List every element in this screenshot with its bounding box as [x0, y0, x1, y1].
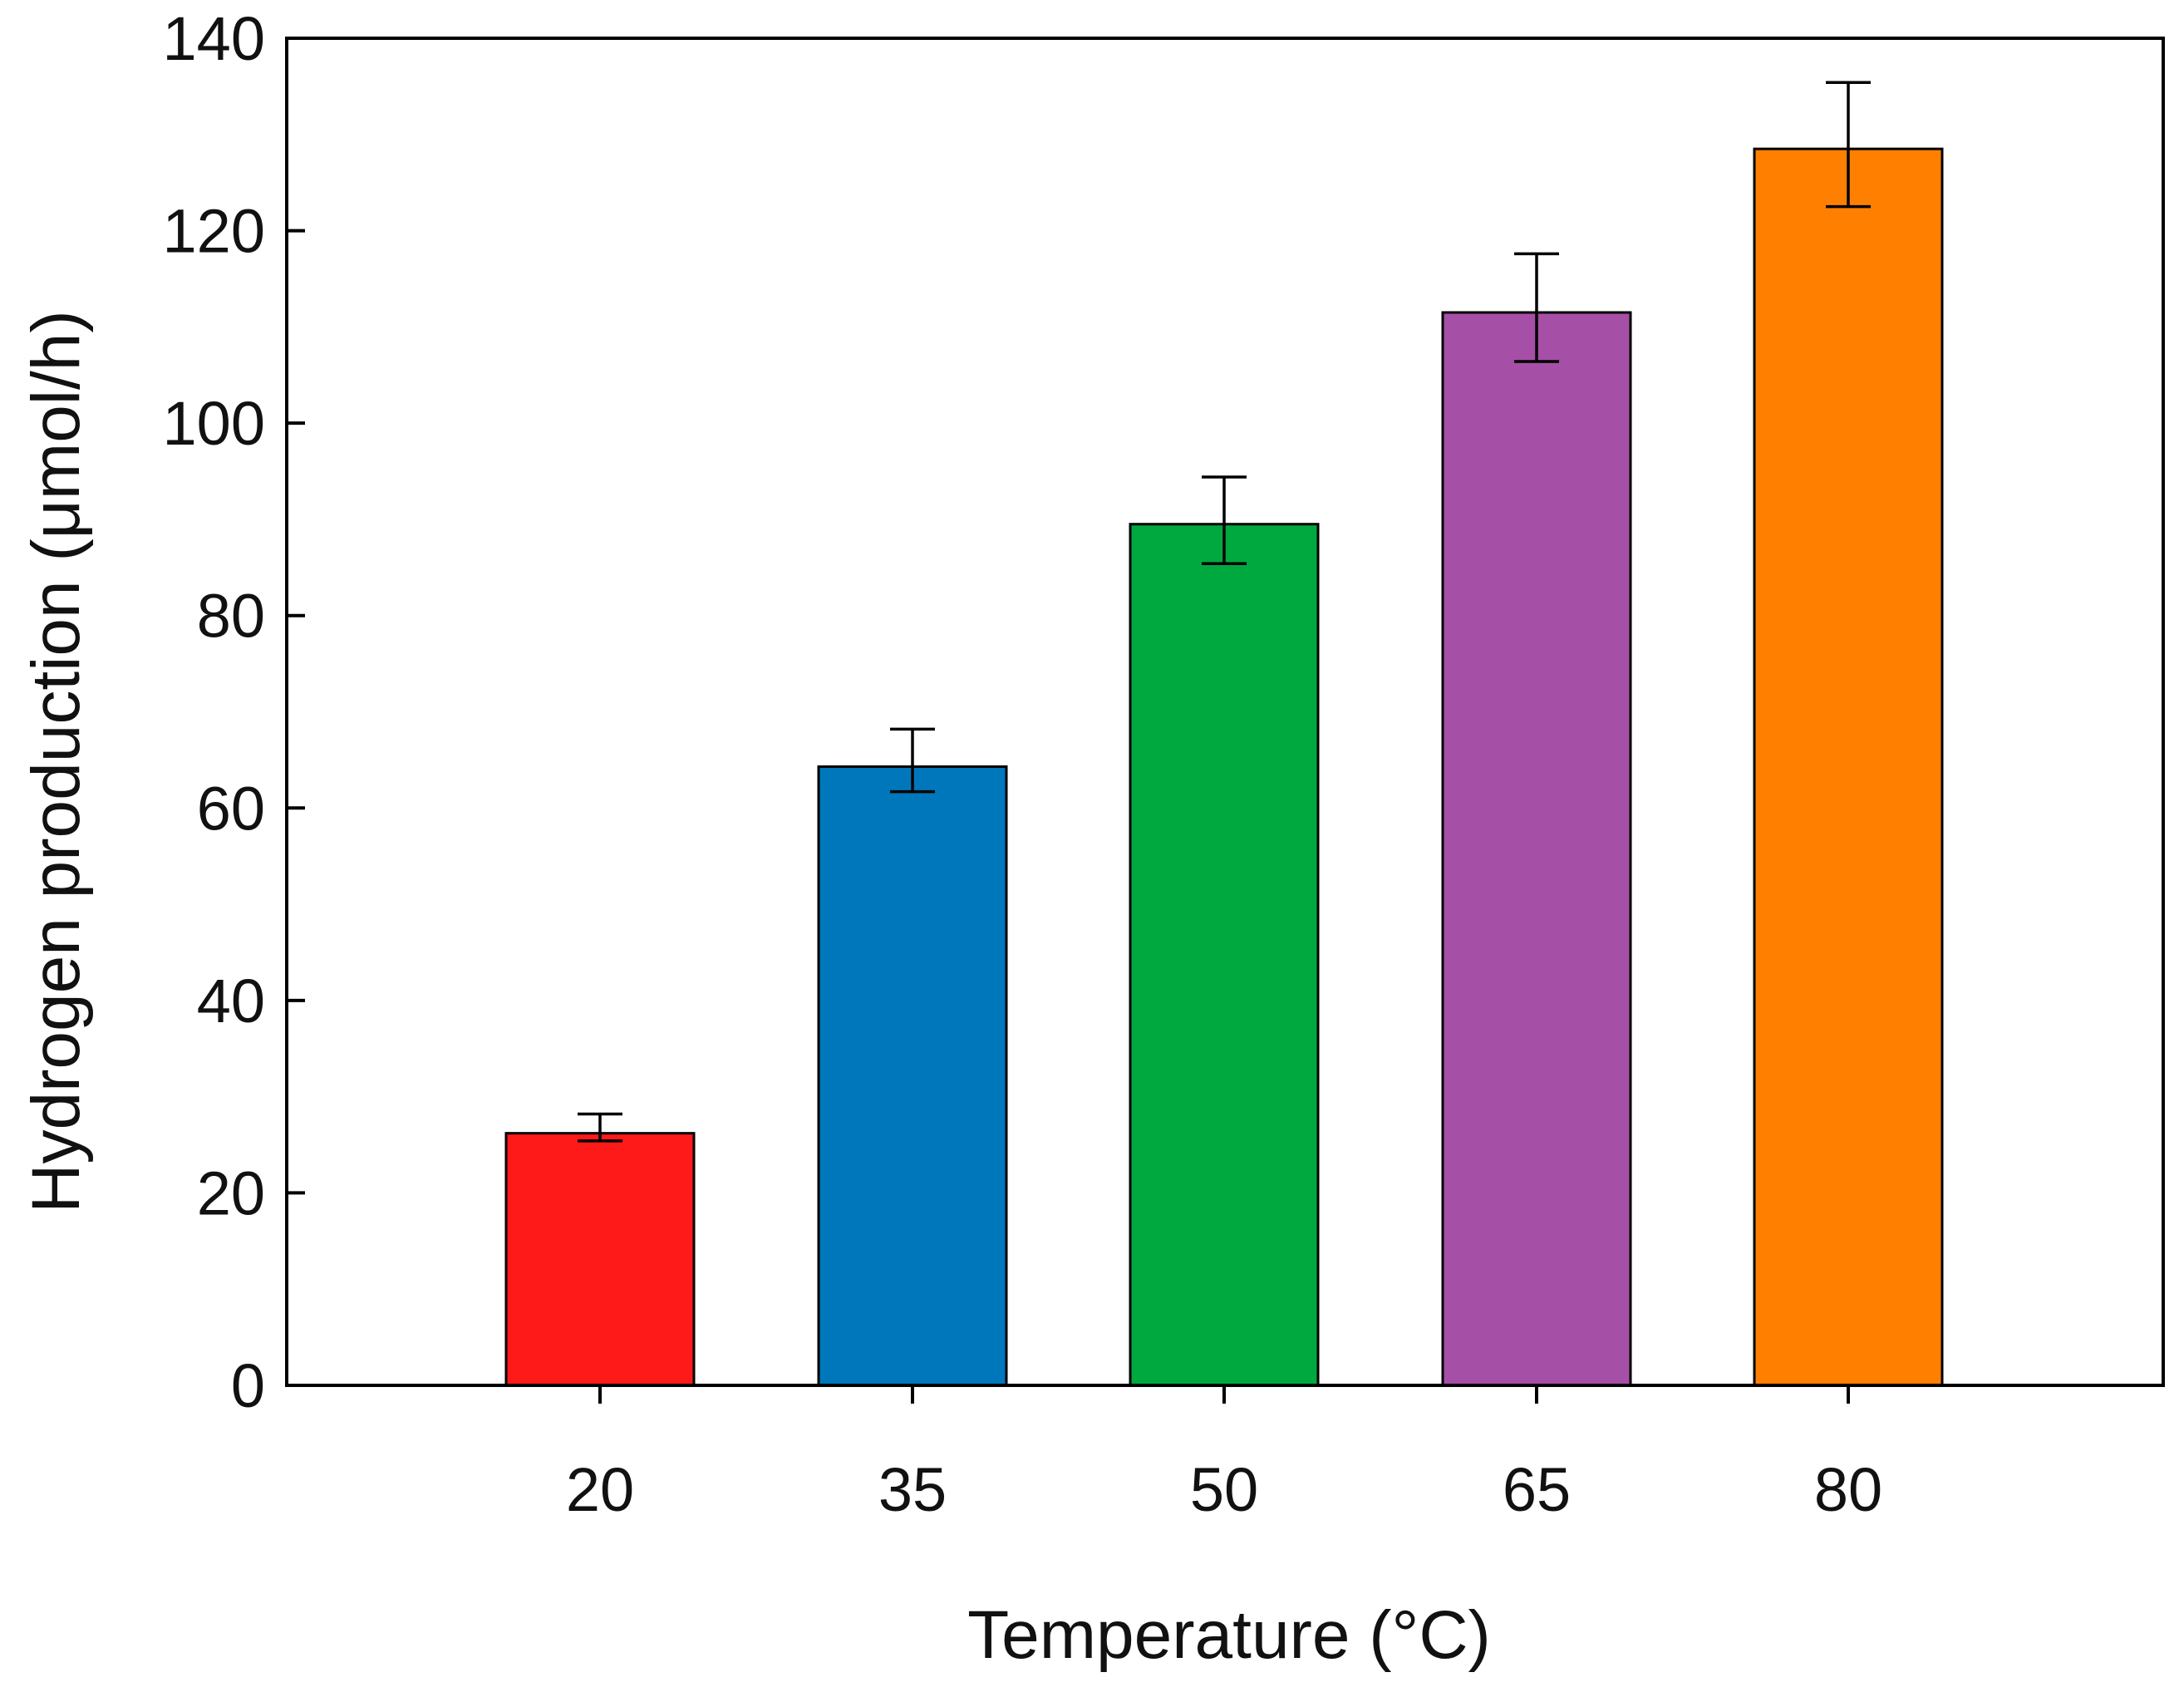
x-axis-label: Temperature (°C): [967, 1597, 1491, 1673]
y-tick-label: 60: [197, 774, 265, 843]
x-tick-label-35: 35: [878, 1455, 947, 1524]
bar-20: [504, 1132, 696, 1387]
error-bars-group: [578, 81, 1871, 1143]
x-axis: 20 35 50 65 80: [566, 1385, 1882, 1524]
x-tick-label-50: 50: [1190, 1455, 1258, 1524]
y-tick-label: 140: [163, 4, 265, 73]
y-tick-label: 0: [231, 1351, 265, 1420]
y-axis: 0 20 40 60 80 100 120 140: [163, 4, 305, 1420]
y-tick-label: 20: [197, 1158, 265, 1227]
bars-group: [504, 147, 1944, 1387]
y-tick-label: 40: [197, 967, 265, 1035]
y-axis-label: Hydrogen production (μmol/h): [18, 310, 94, 1212]
x-tick-label-20: 20: [566, 1455, 634, 1524]
bar-80: [1753, 147, 1944, 1387]
y-tick-label: 100: [163, 389, 265, 458]
x-tick-label-80: 80: [1814, 1455, 1882, 1524]
y-tick-label: 120: [163, 197, 265, 266]
bar-65: [1441, 311, 1632, 1387]
bar-35: [817, 765, 1008, 1387]
x-tick-label-65: 65: [1503, 1455, 1571, 1524]
y-tick-label: 80: [197, 582, 265, 651]
bar-50: [1129, 523, 1320, 1387]
